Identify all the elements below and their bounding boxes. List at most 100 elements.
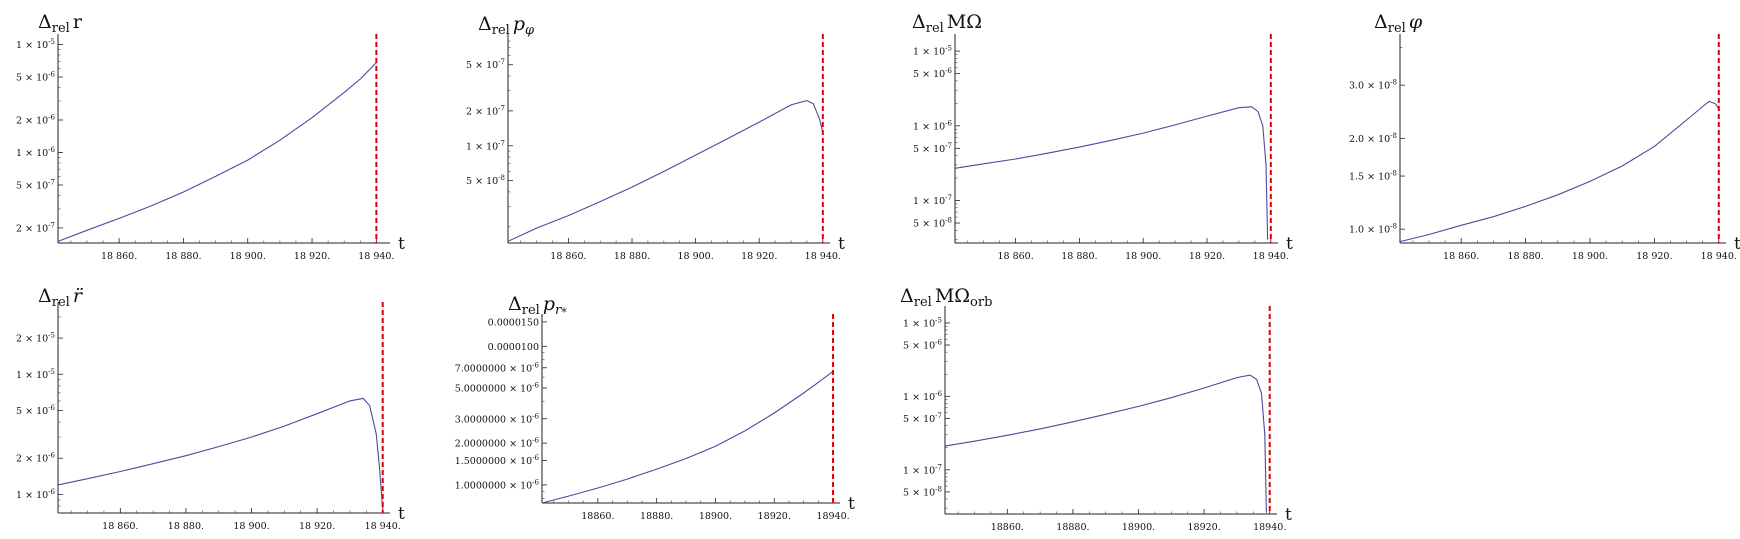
series-line — [507, 100, 824, 242]
panel-6-chart: 0.0000150 0.0000100 7.0000000 × 10-6 5.0000… — [455, 293, 855, 522]
y-tick-label: 5 × 10-7 — [466, 58, 505, 71]
y-tick-label: 0.0000100 — [488, 342, 539, 353]
series-line — [954, 106, 1269, 240]
y-tick-label: 1 × 10-5 — [913, 45, 952, 58]
x-tick-label: 18860. — [581, 511, 614, 522]
y-tick-label: 1.5000000 × 10-6 — [455, 454, 540, 467]
x-tick-label: 18 860. — [550, 251, 586, 262]
x-tick-label: 18 880. — [1507, 251, 1543, 262]
series-line — [57, 397, 384, 510]
x-tick-label: 18920. — [1187, 522, 1220, 533]
x-tick-label: 18 900. — [677, 251, 713, 262]
y-axis-label: Δrel r — [38, 11, 83, 36]
x-tick-label: 18 940. — [1253, 251, 1289, 262]
y-tick-label: 5 × 10-7 — [16, 178, 55, 191]
y-tick-label: 5 × 10-6 — [16, 404, 56, 417]
x-tick-label: 18 920. — [299, 521, 335, 532]
x-tick-label: 18940. — [1253, 522, 1286, 533]
y-tick-label: 2.0000000 × 10-6 — [455, 437, 540, 450]
series-line — [944, 374, 1267, 513]
series-line — [541, 370, 834, 504]
x-tick-label: 18880. — [1056, 522, 1089, 533]
panel-5-chart: 2 × 10-5 1 × 10-5 5 × 10-6 2 × 10-6 1 × 10-6… — [16, 285, 405, 532]
x-tick-label: 18880. — [640, 511, 673, 522]
y-axis-label: Δrel pr* — [508, 293, 567, 319]
x-axis-label: t — [398, 504, 405, 524]
x-tick-label: 18 860. — [101, 251, 137, 262]
y-tick-label: 2 × 10-6 — [16, 113, 56, 126]
x-tick-label: 18 920. — [1189, 251, 1225, 262]
x-tick-label: 18920. — [758, 511, 791, 522]
x-tick-label: 18900. — [1122, 522, 1155, 533]
panel-7-chart: 1 × 10-5 5 × 10-6 1 × 10-6 5 × 10-7 1 × 10-7… — [900, 285, 1292, 533]
y-tick-label: 1 × 10-6 — [16, 146, 56, 159]
y-tick-label: 1 × 10-6 — [903, 390, 943, 403]
x-tick-label: 18 920. — [294, 251, 330, 262]
x-tick-label: 18 880. — [1061, 251, 1097, 262]
y-tick-label: 1 × 10-6 — [16, 488, 56, 501]
y-tick-label: 2 × 10-6 — [16, 452, 56, 465]
x-tick-label: 18 900. — [233, 521, 269, 532]
y-axis-label: Δrel pφ — [478, 13, 535, 38]
y-tick-label: 5 × 10-7 — [913, 142, 952, 155]
x-tick-label: 18 900. — [1572, 251, 1608, 262]
x-tick-label: 18 900. — [230, 251, 266, 262]
y-tick-label: 5 × 10-8 — [903, 485, 942, 498]
x-tick-label: 18900. — [699, 511, 732, 522]
x-tick-label: 18 940. — [365, 521, 401, 532]
x-tick-label: 18 860. — [1443, 251, 1479, 262]
x-tick-label: 18 920. — [1636, 251, 1672, 262]
x-tick-label: 18 860. — [102, 521, 138, 532]
x-axis-label: t — [1286, 234, 1293, 254]
y-tick-label: 3.0000000 × 10-6 — [455, 412, 540, 425]
y-tick-label: 1 × 10-5 — [903, 316, 942, 329]
x-tick-label: 18 900. — [1125, 251, 1161, 262]
y-tick-label: 2 × 10-5 — [16, 332, 55, 345]
series-line — [1399, 100, 1720, 243]
x-tick-label: 18 920. — [741, 251, 777, 262]
panel-1-chart: 1 × 10-5 5 × 10-6 2 × 10-6 1 × 10-6 5 × 10-7… — [16, 11, 405, 262]
y-tick-label: 5 × 10-6 — [903, 339, 943, 352]
x-tick-label: 18 880. — [165, 251, 201, 262]
y-tick-label: 5 × 10-8 — [913, 217, 952, 230]
x-tick-label: 18 860. — [997, 251, 1033, 262]
x-axis-label: t — [1285, 505, 1292, 525]
x-axis-label: t — [1734, 234, 1740, 254]
panel-2-chart: 5 × 10-7 2 × 10-7 1 × 10-7 5 × 10-8 18 860. 1… — [466, 13, 845, 262]
y-tick-label: 1 × 10-5 — [16, 38, 55, 51]
x-tick-label: 18 940. — [358, 251, 394, 262]
y-tick-label: 5 × 10-6 — [913, 67, 953, 80]
y-axis-label: Δrel MΩorb — [900, 285, 992, 310]
y-tick-label: 2 × 10-7 — [466, 104, 505, 117]
y-tick-label: 1 × 10-6 — [913, 119, 953, 132]
y-tick-label: 2.0 × 10-8 — [1349, 132, 1397, 145]
y-tick-label: 5 × 10-6 — [16, 71, 56, 84]
x-tick-label: 18 880. — [614, 251, 650, 262]
x-tick-label: 18 880. — [168, 521, 204, 532]
y-tick-label: 5.0000000 × 10-6 — [455, 382, 540, 395]
y-tick-label: 1 × 10-5 — [16, 368, 55, 381]
x-tick-label: 18 940. — [805, 251, 841, 262]
y-axis-label: Δrel r̈ — [38, 285, 84, 310]
y-tick-label: 1.0 × 10-8 — [1349, 223, 1397, 236]
y-tick-label: 2 × 10-7 — [16, 221, 55, 234]
y-tick-label: 1 × 10-7 — [903, 463, 942, 476]
x-tick-label: 18940. — [816, 511, 849, 522]
x-axis-label: t — [838, 234, 845, 254]
y-tick-label: 0.0000150 — [488, 317, 539, 328]
y-tick-label: 1.0000000 × 10-6 — [455, 478, 540, 491]
y-tick-label: 3.0 × 10-8 — [1349, 79, 1397, 92]
y-tick-label: 1.5 × 10-8 — [1349, 170, 1397, 183]
y-axis-label: Δrel φ — [1374, 11, 1423, 36]
y-tick-label: 5 × 10-8 — [466, 174, 505, 187]
y-tick-label: 7.0000000 × 10-6 — [455, 361, 540, 374]
y-tick-label: 1 × 10-7 — [913, 194, 952, 207]
panel-3-chart: 1 × 10-5 5 × 10-6 1 × 10-6 5 × 10-7 1 × 10-7… — [912, 11, 1293, 262]
y-tick-label: 5 × 10-7 — [903, 412, 942, 425]
series-line — [57, 62, 377, 242]
x-axis-label: t — [848, 494, 855, 514]
y-tick-label: 1 × 10-7 — [466, 139, 505, 152]
panel-4-chart: 3.0 × 10-8 2.0 × 10-8 1.5 × 10-8 1.0 × 10-8… — [1349, 11, 1740, 262]
x-tick-label: 18860. — [991, 522, 1024, 533]
